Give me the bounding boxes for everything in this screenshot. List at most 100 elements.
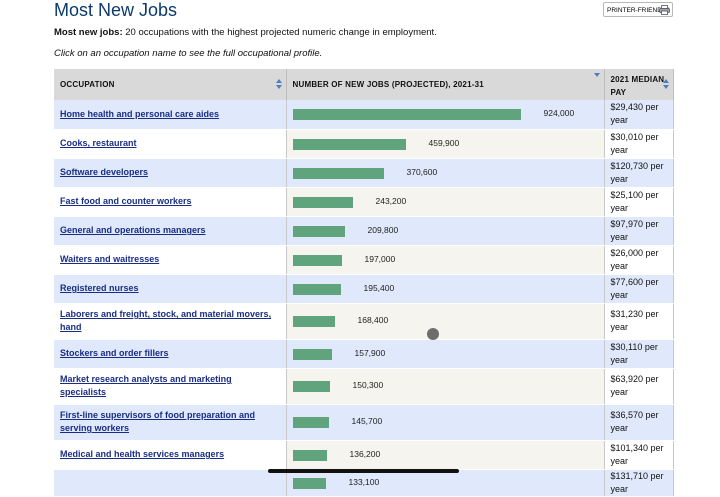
printer-icon xyxy=(659,5,670,15)
table-row: Home health and personal care aides 924,0… xyxy=(54,100,674,130)
occupation-link[interactable]: Software developers xyxy=(60,167,149,177)
median-pay-cell: $36,570 per year xyxy=(604,404,674,441)
new-jobs-bar xyxy=(292,449,327,461)
median-pay-column-header[interactable]: 2021 MEDIAN PAY xyxy=(604,69,674,100)
new-jobs-value: 150,300 xyxy=(352,380,384,390)
new-jobs-bar xyxy=(292,167,384,179)
intro-text: Most new jobs: 20 occupations with the h… xyxy=(54,27,437,38)
occupation-cell: Cooks, restaurant xyxy=(54,129,287,159)
occupation-cell: Market research analysts and marketing s… xyxy=(54,368,287,405)
new-jobs-bar xyxy=(292,138,406,150)
new-jobs-bar xyxy=(292,417,329,428)
median-pay-cell: $29,430 per year xyxy=(604,100,674,130)
median-pay-cell: $31,230 per year xyxy=(604,303,674,340)
occupations-table-body: Home health and personal care aides 924,0… xyxy=(54,100,674,497)
table-row: First-line supervisors of food preparati… xyxy=(54,404,674,441)
new-jobs-bar xyxy=(292,196,353,208)
table-row: 133,100 $131,710 per year xyxy=(54,469,674,497)
scroll-indicator xyxy=(427,328,439,340)
median-pay-cell: $120,730 per year xyxy=(604,158,674,188)
occupation-link[interactable]: First-line supervisors of food preparati… xyxy=(60,410,256,433)
new-jobs-value: 133,100 xyxy=(348,476,380,487)
new-jobs-cell: 924,000 xyxy=(286,100,605,130)
occupation-link[interactable]: Fast food and counter workers xyxy=(60,196,192,206)
occupation-cell: Medical and health services managers xyxy=(54,440,287,470)
page-title: Most New Jobs xyxy=(54,0,178,20)
occupation-link[interactable]: General and operations managers xyxy=(60,225,206,235)
sort-desc-icon xyxy=(593,73,600,77)
median-pay-cell: $97,970 per year xyxy=(604,216,674,246)
median-pay-cell: $63,920 per year xyxy=(604,368,674,405)
occupation-cell: Laborers and freight, stock, and materia… xyxy=(54,303,287,340)
new-jobs-cell: 243,200 xyxy=(286,187,605,217)
table-row: General and operations managers 209,800 $9… xyxy=(54,216,674,246)
occupation-link[interactable]: Laborers and freight, stock, and materia… xyxy=(60,309,272,332)
new-jobs-value: 370,600 xyxy=(406,166,438,177)
new-jobs-cell: 136,200 xyxy=(286,440,605,470)
printer-friendly-label: PRINTER-FRIENDLY xyxy=(607,7,670,14)
new-jobs-value: 168,400 xyxy=(357,315,389,325)
occupation-link[interactable]: Registered nurses xyxy=(60,283,139,293)
table-row: Stockers and order fillers 157,900 $30,110… xyxy=(54,339,674,369)
intro-description: 20 occupations with the highest projecte… xyxy=(122,27,437,38)
table-row: Registered nurses 195,400 $77,600 per year xyxy=(54,274,674,304)
table-row: Medical and health services managers 136,… xyxy=(54,440,674,470)
new-jobs-cell: 459,900 xyxy=(286,129,605,159)
new-jobs-bar xyxy=(292,477,326,489)
new-jobs-cell: 197,000 xyxy=(286,245,605,275)
new-jobs-value: 157,900 xyxy=(354,347,386,358)
occupation-link[interactable]: Waiters and waitresses xyxy=(60,254,160,264)
new-jobs-value: 145,700 xyxy=(351,416,383,426)
occupation-cell: Fast food and counter workers xyxy=(54,187,287,217)
sort-icon xyxy=(662,79,669,89)
occupation-cell: General and operations managers xyxy=(54,216,287,246)
new-jobs-bar xyxy=(292,348,332,360)
table-row: Fast food and counter workers 243,200 $25,… xyxy=(54,187,674,217)
new-jobs-value: 243,200 xyxy=(375,195,407,206)
new-jobs-bar xyxy=(292,381,330,392)
table-row: Market research analysts and marketing s… xyxy=(54,368,674,405)
occupation-cell: Waiters and waitresses xyxy=(54,245,287,275)
median-pay-cell: $25,100 per year xyxy=(604,187,674,217)
occupation-header-label: OCCUPATION xyxy=(60,80,115,89)
new-jobs-cell: 195,400 xyxy=(286,274,605,304)
new-jobs-cell: 209,800 xyxy=(286,216,605,246)
sort-icon xyxy=(275,79,282,89)
new-jobs-cell: 145,700 xyxy=(286,404,605,441)
occupation-link[interactable]: Home health and personal care aides xyxy=(60,108,220,119)
new-jobs-column-header[interactable]: NUMBER OF NEW JOBS (PROJECTED), 2021-31 xyxy=(286,69,605,100)
median-pay-cell: $26,000 per year xyxy=(604,245,674,275)
occupation-link[interactable]: Market research analysts and marketing s… xyxy=(60,374,232,397)
new-jobs-value: 459,900 xyxy=(428,137,460,148)
occupation-link[interactable]: Medical and health services managers xyxy=(60,449,225,459)
table-row: Waiters and waitresses 197,000 $26,000 per… xyxy=(54,245,674,275)
home-indicator-bar[interactable] xyxy=(268,469,459,473)
intro-bold: Most new jobs: xyxy=(54,27,123,38)
new-jobs-cell: 150,300 xyxy=(286,368,605,405)
new-jobs-value: 924,000 xyxy=(543,108,575,119)
new-jobs-value: 197,000 xyxy=(364,253,396,264)
occupation-link[interactable]: Cooks, restaurant xyxy=(60,138,137,148)
occupation-cell xyxy=(54,469,287,497)
occupation-column-header[interactable]: OCCUPATION xyxy=(54,69,287,100)
new-jobs-cell: 157,900 xyxy=(286,339,605,369)
median-pay-cell: $131,710 per year xyxy=(604,469,674,497)
table-row: Laborers and freight, stock, and materia… xyxy=(54,303,674,340)
new-jobs-cell: 133,100 xyxy=(286,469,605,497)
table-row: Software developers 370,600 $120,730 per y… xyxy=(54,158,674,188)
new-jobs-bar xyxy=(292,316,335,327)
printer-friendly-button[interactable]: PRINTER-FRIENDLY xyxy=(603,2,673,17)
new-jobs-value: 195,400 xyxy=(363,282,395,293)
new-jobs-bar xyxy=(292,225,345,237)
median-pay-header-line1: 2021 MEDIAN xyxy=(610,74,665,84)
median-pay-cell: $77,600 per year xyxy=(604,274,674,304)
occupation-cell: Software developers xyxy=(54,158,287,188)
new-jobs-value: 136,200 xyxy=(349,448,381,459)
occupation-link[interactable]: Stockers and order fillers xyxy=(60,348,169,358)
new-jobs-cell: 370,600 xyxy=(286,158,605,188)
occupation-cell: Registered nurses xyxy=(54,274,287,304)
median-pay-header-line2: PAY xyxy=(610,87,627,97)
new-jobs-value: 209,800 xyxy=(367,224,399,235)
new-jobs-bar xyxy=(292,109,521,121)
median-pay-cell: $30,010 per year xyxy=(604,129,674,159)
